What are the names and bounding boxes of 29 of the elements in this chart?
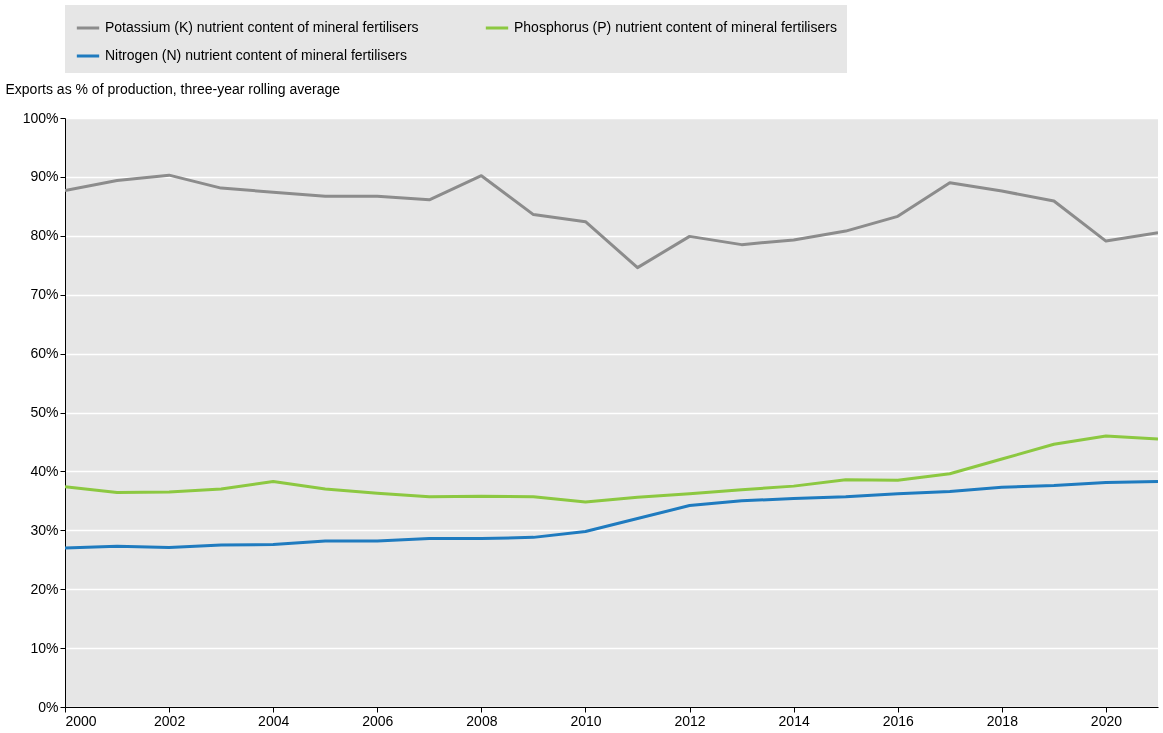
x-tick-label: 2008 bbox=[466, 712, 498, 729]
line-series bbox=[65, 173, 1158, 270]
y-axis-title: Exports as % of production, three-year rolling average bbox=[5, 80, 341, 97]
x-tick-label: 2010 bbox=[570, 712, 602, 729]
y-tick-label: 90% bbox=[30, 168, 59, 185]
y-tick-label: 50% bbox=[30, 404, 59, 420]
x-tick-label: 2004 bbox=[258, 712, 290, 729]
line-series bbox=[65, 479, 1158, 550]
y-tick-label: 0% bbox=[38, 698, 59, 715]
legend-label: Potassium (K) nutrient content of mineral fertilisers bbox=[105, 19, 419, 35]
x-tick-label: 2012 bbox=[674, 712, 706, 729]
y-tick-label: 60% bbox=[30, 345, 59, 362]
y-tick-label: 20% bbox=[30, 580, 59, 597]
x-tick-label: 2014 bbox=[778, 712, 810, 729]
x-tick-label: 2018 bbox=[986, 712, 1019, 729]
y-tick-label: 10% bbox=[30, 639, 59, 656]
y-tick-label: 30% bbox=[30, 521, 59, 538]
y-tick-label: 80% bbox=[30, 227, 59, 244]
y-tick-label: 40% bbox=[30, 462, 59, 479]
x-tick-label: 2006 bbox=[362, 712, 394, 729]
x-tick-label: 2016 bbox=[882, 712, 915, 729]
legend-label: Nitrogen (N) nutrient content of mineral fertilisers bbox=[105, 47, 407, 63]
x-tick-label: 2000 bbox=[65, 712, 97, 729]
x-tick-label: 2020 bbox=[1090, 712, 1123, 729]
y-tick-label: 100% bbox=[22, 109, 59, 126]
x-tick-label: 2002 bbox=[154, 712, 186, 729]
legend-label: Phosphorus (P) nutrient content of mineral fertilisers bbox=[514, 19, 837, 35]
y-tick-label: 70% bbox=[30, 286, 59, 303]
line-series bbox=[65, 434, 1158, 504]
